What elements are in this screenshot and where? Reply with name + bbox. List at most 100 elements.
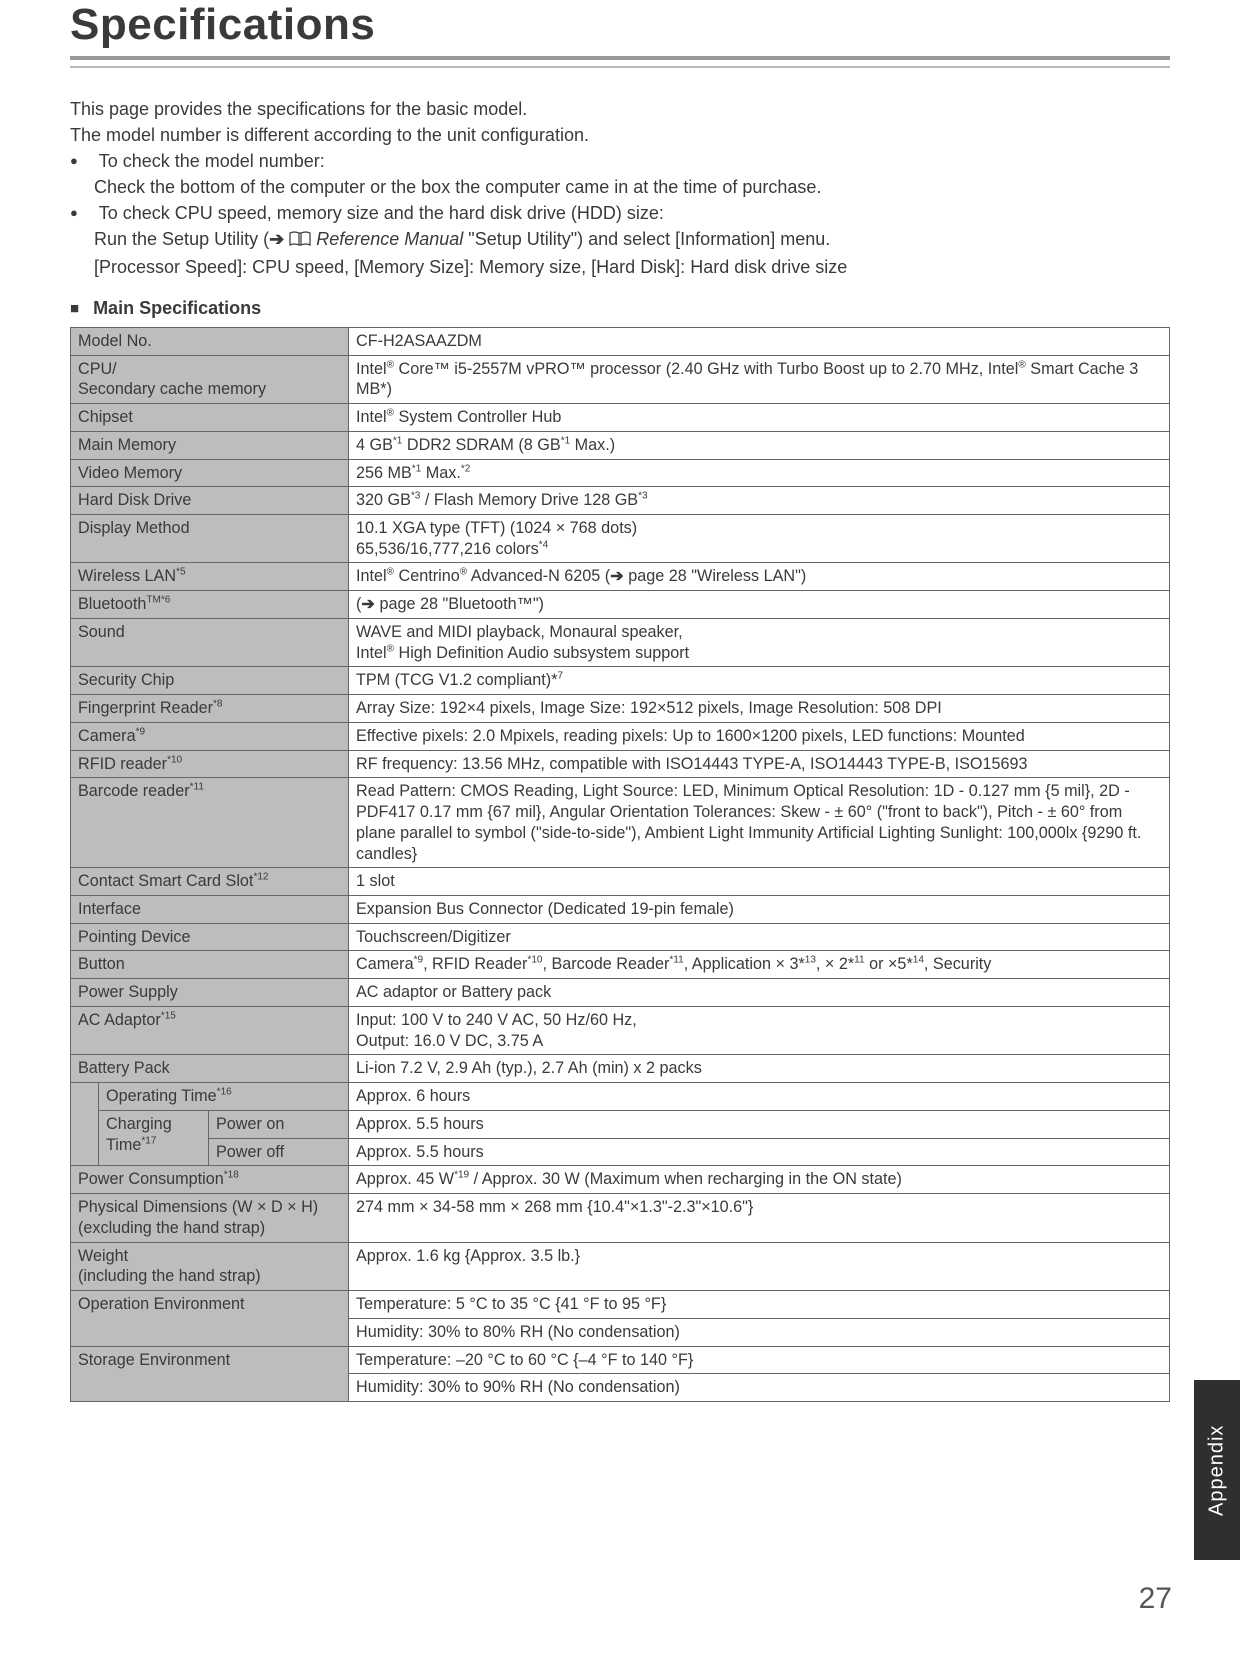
spec-value: 320 GB*3 / Flash Memory Drive 128 GB*3 — [349, 487, 1170, 515]
spec-value: 256 MB*1 Max.*2 — [349, 459, 1170, 487]
spec-value: Expansion Bus Connector (Dedicated 19-pi… — [349, 896, 1170, 924]
spec-label: Chipset — [71, 404, 349, 432]
spec-label: Button — [71, 951, 349, 979]
table-row: Power off Approx. 5.5 hours — [71, 1138, 1170, 1166]
table-row: Battery PackLi-ion 7.2 V, 2.9 Ah (typ.),… — [71, 1055, 1170, 1083]
table-row: CPU/Secondary cache memoryIntel® Core™ i… — [71, 355, 1170, 403]
spec-value: (➔ page 28 "Bluetooth™") — [349, 591, 1170, 619]
spec-label: Hard Disk Drive — [71, 487, 349, 515]
table-row: Power SupplyAC adaptor or Battery pack — [71, 979, 1170, 1007]
spec-label: RFID reader*10 — [71, 750, 349, 778]
spec-label: Pointing Device — [71, 923, 349, 951]
spec-sub-indent — [71, 1083, 99, 1166]
bullet-sub: [Processor Speed]: CPU speed, [Memory Si… — [70, 254, 1170, 280]
table-row: SoundWAVE and MIDI playback, Monaural sp… — [71, 618, 1170, 666]
table-row: Operating Time*16 Approx. 6 hours — [71, 1083, 1170, 1111]
intro-bullet: To check CPU speed, memory size and the … — [70, 200, 1170, 279]
spec-label: Barcode reader*11 — [71, 778, 349, 868]
intro-block: This page provides the specifications fo… — [70, 96, 1170, 280]
page-number: 27 — [1139, 1582, 1172, 1616]
table-row: BluetoothTM*6(➔ page 28 "Bluetooth™") — [71, 591, 1170, 619]
spec-label: Physical Dimensions (W × D × H)(excludin… — [71, 1194, 349, 1242]
spec-value: Temperature: 5 °C to 35 °C {41 °F to 95 … — [349, 1291, 1170, 1319]
intro-line: The model number is different according … — [70, 122, 1170, 148]
bullet-sub: Run the Setup Utility (➔ Reference Manua… — [70, 226, 1170, 253]
title-row: Specifications — [70, 0, 1170, 60]
spec-label: BluetoothTM*6 — [71, 591, 349, 619]
spec-value: Intel® Core™ i5-2557M vPRO™ processor (2… — [349, 355, 1170, 403]
spec-value: 4 GB*1 DDR2 SDRAM (8 GB*1 Max.) — [349, 431, 1170, 459]
spec-label: Operating Time*16 — [99, 1083, 349, 1111]
table-row: Security ChipTPM (TCG V1.2 compliant)*7 — [71, 667, 1170, 695]
table-row: Main Memory4 GB*1 DDR2 SDRAM (8 GB*1 Max… — [71, 431, 1170, 459]
spec-label: Fingerprint Reader*8 — [71, 695, 349, 723]
spec-value: 10.1 XGA type (TFT) (1024 × 768 dots)65,… — [349, 515, 1170, 563]
spec-label: Contact Smart Card Slot*12 — [71, 868, 349, 896]
table-row: Operation Environment Temperature: 5 °C … — [71, 1291, 1170, 1319]
table-row: Wireless LAN*5Intel® Centrino® Advanced-… — [71, 563, 1170, 591]
intro-bullet: To check the model number: Check the bot… — [70, 148, 1170, 200]
spec-value: WAVE and MIDI playback, Monaural speaker… — [349, 618, 1170, 666]
spec-value: Touchscreen/Digitizer — [349, 923, 1170, 951]
table-row: RFID reader*10RF frequency: 13.56 MHz, c… — [71, 750, 1170, 778]
spec-label: Main Memory — [71, 431, 349, 459]
spec-label: Display Method — [71, 515, 349, 563]
specs-table: Model No.CF-H2ASAAZDMCPU/Secondary cache… — [70, 327, 1170, 1402]
spec-label: Video Memory — [71, 459, 349, 487]
bullet-sub: Check the bottom of the computer or the … — [70, 174, 1170, 200]
table-row: Fingerprint Reader*8Array Size: 192×4 pi… — [71, 695, 1170, 723]
spec-value: TPM (TCG V1.2 compliant)*7 — [349, 667, 1170, 695]
table-row: ButtonCamera*9, RFID Reader*10, Barcode … — [71, 951, 1170, 979]
table-row: InterfaceExpansion Bus Connector (Dedica… — [71, 896, 1170, 924]
table-row: Power Consumption*18Approx. 45 W*19 / Ap… — [71, 1166, 1170, 1194]
spec-label: Power Consumption*18 — [71, 1166, 349, 1194]
spec-value: Approx. 5.5 hours — [349, 1110, 1170, 1138]
spec-value: Approx. 5.5 hours — [349, 1138, 1170, 1166]
spec-label: ChargingTime*17 — [99, 1110, 209, 1165]
spec-value: Effective pixels: 2.0 Mpixels, reading p… — [349, 722, 1170, 750]
spec-value: Approx. 6 hours — [349, 1083, 1170, 1111]
spec-label: Model No. — [71, 327, 349, 355]
table-row: Camera*9Effective pixels: 2.0 Mpixels, r… — [71, 722, 1170, 750]
spec-label: Power on — [209, 1110, 349, 1138]
table-row: Hard Disk Drive320 GB*3 / Flash Memory D… — [71, 487, 1170, 515]
spec-value: Intel® System Controller Hub — [349, 404, 1170, 432]
spec-value: Humidity: 30% to 90% RH (No condensation… — [349, 1374, 1170, 1402]
table-row: AC Adaptor*15Input: 100 V to 240 V AC, 5… — [71, 1006, 1170, 1054]
table-row: Weight(including the hand strap)Approx. … — [71, 1242, 1170, 1290]
side-tab-appendix: Appendix — [1194, 1380, 1240, 1560]
spec-value: Camera*9, RFID Reader*10, Barcode Reader… — [349, 951, 1170, 979]
spec-label: Battery Pack — [71, 1055, 349, 1083]
spec-label: AC Adaptor*15 — [71, 1006, 349, 1054]
spec-value: RF frequency: 13.56 MHz, compatible with… — [349, 750, 1170, 778]
spec-label: Wireless LAN*5 — [71, 563, 349, 591]
spec-value: Li-ion 7.2 V, 2.9 Ah (typ.), 2.7 Ah (min… — [349, 1055, 1170, 1083]
spec-label: CPU/Secondary cache memory — [71, 355, 349, 403]
spec-value: Intel® Centrino® Advanced-N 6205 (➔ page… — [349, 563, 1170, 591]
spec-value: Temperature: –20 °C to 60 °C {–4 °F to 1… — [349, 1346, 1170, 1374]
table-row: Model No.CF-H2ASAAZDM — [71, 327, 1170, 355]
section-heading: Main Specifications — [70, 298, 1170, 319]
table-row: Physical Dimensions (W × D × H)(excludin… — [71, 1194, 1170, 1242]
spec-value: 1 slot — [349, 868, 1170, 896]
spec-value: Array Size: 192×4 pixels, Image Size: 19… — [349, 695, 1170, 723]
spec-value: 274 mm × 34-58 mm × 268 mm {10.4"×1.3"-2… — [349, 1194, 1170, 1242]
table-row: Video Memory256 MB*1 Max.*2 — [71, 459, 1170, 487]
spec-value: Read Pattern: CMOS Reading, Light Source… — [349, 778, 1170, 868]
spec-label: Power Supply — [71, 979, 349, 1007]
bullet-head: To check CPU speed, memory size and the … — [99, 203, 664, 223]
spec-value: AC adaptor or Battery pack — [349, 979, 1170, 1007]
spec-value: Input: 100 V to 240 V AC, 50 Hz/60 Hz,Ou… — [349, 1006, 1170, 1054]
spec-label: Security Chip — [71, 667, 349, 695]
spec-label: Interface — [71, 896, 349, 924]
spec-label: Sound — [71, 618, 349, 666]
table-row: ChipsetIntel® System Controller Hub — [71, 404, 1170, 432]
page-title: Specifications — [70, 0, 1170, 50]
table-row: Contact Smart Card Slot*121 slot — [71, 868, 1170, 896]
table-row: ChargingTime*17 Power on Approx. 5.5 hou… — [71, 1110, 1170, 1138]
spec-label: Operation Environment — [71, 1291, 349, 1346]
spec-label: Storage Environment — [71, 1346, 349, 1401]
spec-value: CF-H2ASAAZDM — [349, 327, 1170, 355]
spec-value: Approx. 45 W*19 / Approx. 30 W (Maximum … — [349, 1166, 1170, 1194]
bullet-head: To check the model number: — [99, 151, 325, 171]
